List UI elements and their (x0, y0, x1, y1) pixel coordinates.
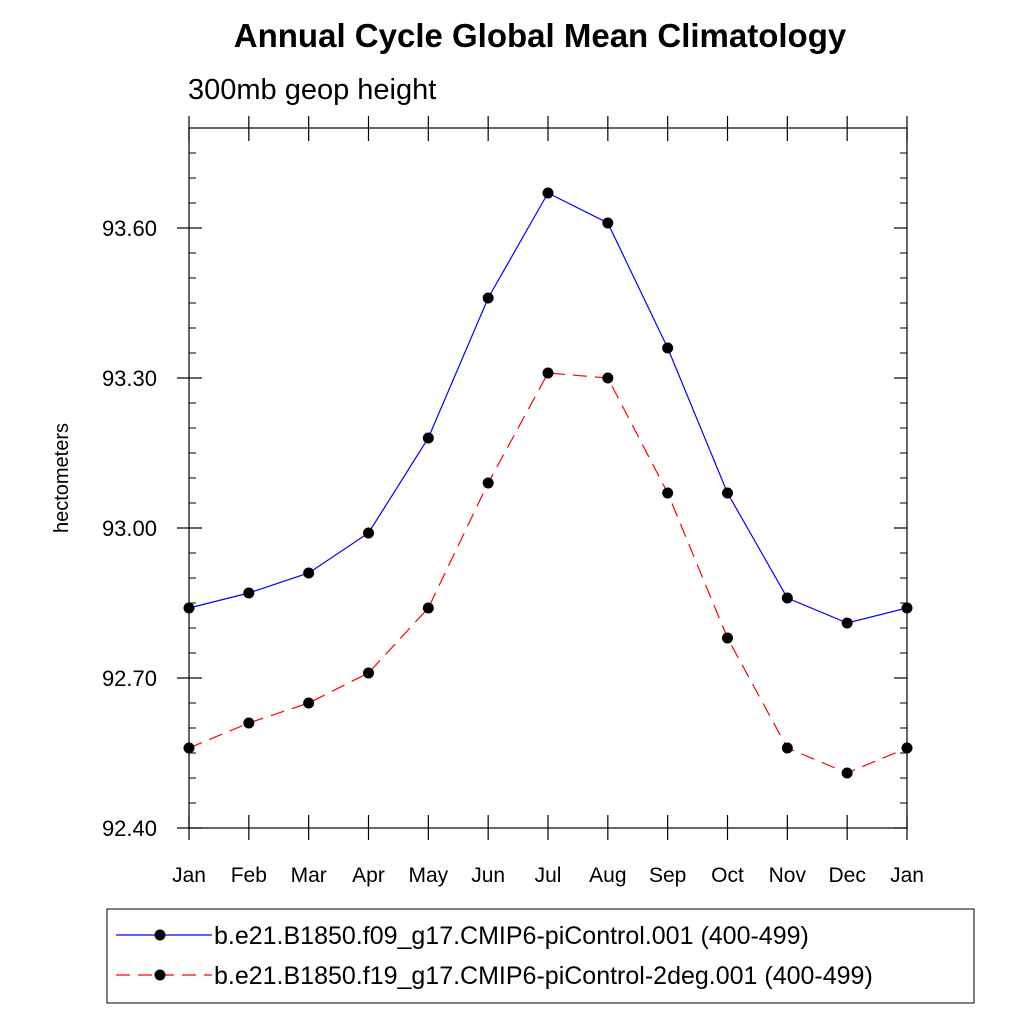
series-line-1 (188, 192, 908, 624)
data-point-series-1 (722, 487, 733, 499)
legend-label-series-1: b.e21.B1850.f09_g17.CMIP6-piControl.001 … (214, 922, 809, 950)
y-axis: 92.40 92.70 93.00 93.30 93.60 (102, 127, 907, 841)
plot-frame (188, 127, 908, 829)
x-tick-label: Jan (890, 864, 924, 887)
data-point-series-2 (662, 487, 674, 499)
x-tick-label: Nov (769, 864, 807, 887)
data-point-series-1 (422, 432, 434, 444)
data-point-series-2 (781, 742, 793, 754)
x-tick-label: Sep (649, 864, 686, 887)
x-tick-label: Aug (589, 864, 626, 887)
data-point-series-2 (722, 632, 733, 644)
x-tick-label: Dec (828, 864, 865, 887)
x-tick-label: Jun (471, 864, 505, 887)
legend-box (106, 908, 975, 1004)
chart-title: Annual Cycle Global Mean Climatology (234, 17, 847, 54)
x-tick-label: Apr (352, 864, 385, 887)
x-tick-label: May (408, 864, 448, 887)
data-point-series-1 (183, 602, 195, 614)
data-point-series-1 (363, 527, 374, 539)
y-tick-label: 92.70 (102, 666, 157, 691)
y-tick-label: 93.60 (102, 216, 157, 241)
legend-label-series-2: b.e21.B1850.f19_g17.CMIP6-piControl-2deg… (214, 962, 873, 990)
chart-subtitle: 300mb geop height (188, 74, 436, 106)
x-tick-label: Jan (172, 864, 206, 887)
x-tick-label: Oct (711, 864, 744, 887)
series-line-2 (188, 372, 908, 774)
plot-series (183, 187, 913, 779)
y-tick-label: 93.30 (102, 366, 157, 391)
y-tick-label: 93.00 (102, 516, 157, 541)
data-point-series-1 (781, 592, 793, 604)
legend-marker-series-1 (154, 929, 166, 941)
data-point-series-1 (662, 342, 674, 354)
data-point-series-2 (482, 477, 494, 489)
legend: b.e21.B1850.f09_g17.CMIP6-piControl.001 … (106, 908, 975, 1004)
data-point-series-2 (841, 767, 853, 779)
x-tick-label: Feb (231, 864, 267, 887)
data-point-series-1 (482, 292, 494, 304)
data-point-series-1 (303, 567, 315, 579)
data-point-series-2 (602, 372, 614, 384)
y-tick-label: 92.40 (102, 816, 157, 841)
data-point-series-2 (243, 717, 255, 729)
data-point-series-1 (841, 617, 853, 629)
data-point-series-2 (303, 697, 315, 709)
data-point-series-2 (183, 742, 195, 754)
y-axis-label: hectometers (51, 423, 73, 533)
data-point-series-2 (542, 367, 554, 379)
x-axis: Jan Feb Mar Apr May Jun Jul Aug Sep Oct Nov Dec Jan (172, 116, 924, 887)
data-point-series-1 (542, 187, 554, 199)
legend-marker-series-2 (154, 969, 166, 981)
data-point-series-2 (363, 667, 374, 679)
data-point-series-1 (602, 217, 614, 229)
x-tick-label: Jul (535, 864, 562, 887)
data-point-series-2 (422, 602, 434, 614)
data-point-series-1 (901, 602, 913, 614)
data-point-series-2 (901, 742, 913, 754)
data-point-series-1 (243, 587, 255, 599)
x-tick-label: Mar (291, 864, 327, 887)
